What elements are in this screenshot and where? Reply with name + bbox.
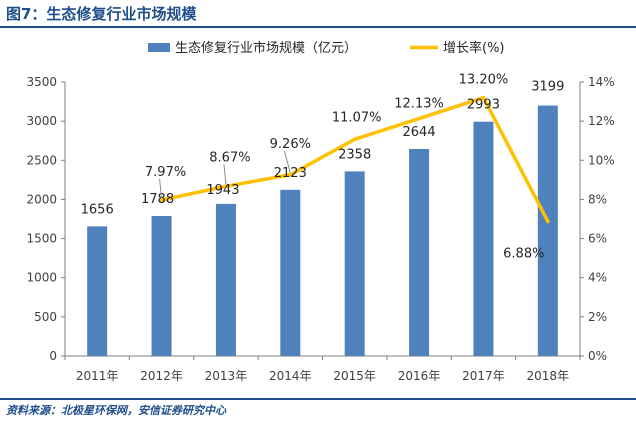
bar-2011年 [87,226,108,356]
chart-axes: 0 500 1000 1500 2000 2500 3000 3500 0% 2% 4% 6% 8% 10… [26,75,614,383]
growth-value-label: 9.26% [270,137,311,152]
bar-value-label: 2358 [338,147,371,162]
bar-value-label: 2644 [403,125,436,140]
bar-value-label: 1943 [206,183,239,198]
growth-value-label: 11.07% [332,110,382,125]
growth-point-2018年 [546,219,550,224]
bar-2015年 [344,171,365,356]
x-tick-label: 2015年 [333,369,376,383]
growth-value-label: 13.20% [459,73,509,88]
bar-2012年 [151,216,172,356]
source-rule [0,398,636,400]
x-tick-label: 2012年 [140,369,183,383]
y-left-tick-label: 3000 [26,114,57,128]
market-size-chart: 0 500 1000 1500 2000 2500 3000 3500 0% 2% 4% 6% 8% 10… [26,40,614,383]
y-right-tick-label: 4% [588,271,607,285]
x-tick-label: 2014年 [269,369,312,383]
growth-label-leader [283,150,291,173]
y-left-tick-label: 500 [34,310,57,324]
growth-point-2013年 [224,184,228,189]
growth-label-leader [223,164,227,185]
y-left-tick-label: 1000 [26,271,57,285]
bar-value-label: 3199 [531,80,564,95]
growth-value-label: 8.67% [209,150,250,165]
bar-value-label: 1656 [81,202,114,217]
source-note: 资料来源：北极星环保网，安信证券研究中心 [6,404,226,417]
bar-value-label: 2123 [274,166,307,181]
growth-point-2017年 [481,95,486,100]
legend-bar-swatch [148,43,170,52]
y-right-tick-label: 8% [588,192,607,206]
y-left-tick-label: 2000 [26,192,57,206]
y-right-tick-label: 0% [588,349,607,363]
bar-2017年 [473,121,494,356]
bar-value-label: 1788 [141,192,174,207]
x-tick-label: 2018年 [527,369,570,383]
x-tick-label: 2011年 [76,369,119,383]
x-tick-label: 2016年 [398,369,441,383]
growth-value-label: 6.88% [503,246,544,261]
bar-value-label: 2993 [467,98,500,113]
y-right-tick-label: 2% [588,310,607,324]
growth-label-leader [159,178,163,199]
y-right-tick-label: 6% [588,232,607,246]
legend-bar-label: 生态修复行业市场规模（亿元） [175,40,357,56]
figure-title: 图7：生态修复行业市场规模 [6,5,197,23]
bar-2013年 [215,203,236,356]
growth-line-series [159,95,550,224]
y-left-tick-label: 2500 [26,153,57,167]
x-tick-label: 2017年 [462,369,505,383]
y-right-tick-label: 10% [588,153,615,167]
growth-point-2014年 [288,172,293,177]
y-left-tick-label: 3500 [26,75,57,89]
growth-point-2012年 [159,198,164,202]
growth-value-label: 12.13% [394,97,444,112]
growth-point-2016年 [417,116,421,121]
y-right-tick-label: 12% [588,114,615,128]
x-tick-label: 2013年 [205,369,248,383]
y-left-tick-label: 1500 [26,232,57,246]
y-left-tick-label: 0 [49,349,57,363]
bar-2014年 [280,189,301,356]
data-labels: 1656 1788 1943 2123 2358 2644 2993 3199 7.97% 8.6… [81,73,565,262]
legend-line-label: 增长率(%) [443,40,505,56]
title-rule [0,26,636,28]
bar-2016年 [409,149,430,356]
growth-value-label: 7.97% [145,165,186,180]
bar-series [87,105,558,357]
y-right-tick-label: 14% [588,75,615,89]
growth-point-2015年 [352,137,357,142]
bar-2018年 [537,105,558,357]
chart-legend: 生态修复行业市场规模（亿元） 增长率(%) [148,40,505,56]
